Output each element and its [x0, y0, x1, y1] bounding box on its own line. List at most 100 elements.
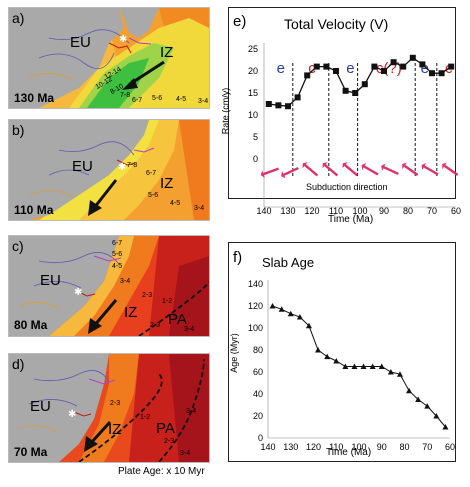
velocity-xtick-label: 60 [451, 206, 461, 216]
velocity-data-point [371, 63, 378, 70]
map-b-plate-iz: IZ [160, 175, 174, 192]
slab-series-line [272, 305, 446, 428]
map-d-plate-pa: PA [156, 420, 175, 437]
velocity-xtick-label: 120 [304, 206, 319, 216]
map-b-plate-eu: EU [72, 158, 93, 175]
velocity-title: Total Velocity (V) [284, 16, 389, 32]
slab-data-point [387, 369, 394, 375]
velocity-xtick-label: 90 [379, 206, 389, 216]
velocity-xlabel: Time (Ma) [328, 214, 374, 225]
map-b-age: 110 Ma [14, 203, 54, 217]
map-c-contour-label: 2-3 [150, 322, 161, 329]
map-d-site-star: ✱ [68, 409, 77, 420]
velocity-data-point [429, 70, 435, 77]
slab-ytick-label: 60 [253, 367, 263, 377]
map-d-motion-arrow [84, 420, 112, 452]
velocity-ytick-label: 15 [248, 88, 258, 98]
slab-data-point [415, 396, 422, 402]
map-d-age: 70 Ma [14, 445, 48, 459]
velocity-xtick-label: 80 [403, 206, 413, 216]
map-d-contour-label: 1-2 [140, 414, 151, 421]
velocity-regime-label: e [277, 60, 285, 77]
map-a-contour-label: 4-5 [176, 96, 187, 103]
slab-panel [228, 242, 456, 462]
velocity-data-point [390, 59, 397, 66]
slab-xtick-label: 70 [422, 442, 432, 452]
slab-xtick-label: 130 [283, 442, 298, 452]
velocity-data-point [265, 101, 272, 107]
slab-xtick-label: 80 [399, 442, 409, 452]
velocity-data-point [419, 61, 426, 68]
subduction-arrow [283, 166, 299, 176]
slab-xtick-label: 100 [351, 442, 366, 452]
slab-panel-label: f) [233, 249, 243, 266]
velocity-xtick-label: 130 [280, 206, 295, 216]
map-a-age: 130 Ma [14, 91, 55, 105]
map-b-contour-label: 3-4 [194, 205, 205, 212]
map-d-contour-label: 3-4 [186, 408, 197, 415]
slab-xtick-label: 90 [377, 442, 387, 452]
map-b-site-star: ✱ [118, 162, 127, 173]
velocity-ytick-label: 10 [248, 110, 258, 120]
slab-data-point [360, 363, 367, 369]
map-c-contour-label: 4-5 [112, 263, 123, 270]
velocity-data-point [381, 68, 387, 74]
slab-xlabel: Time (Ma) [326, 447, 372, 458]
map-c-age: 80 Ma [14, 318, 48, 332]
subduction-arrow-head [442, 162, 447, 170]
velocity-data-point [323, 63, 330, 70]
slab-data-point [396, 371, 403, 377]
subduction-arrow-head [381, 163, 386, 171]
slab-data-point [287, 310, 294, 317]
map-c-contour-label: 1-2 [162, 298, 173, 305]
map-c-panel-label: c) [12, 238, 24, 254]
velocity-regime-label: e [346, 60, 354, 77]
slab-ytick-label: 120 [248, 301, 263, 311]
map-c-site-star: ✱ [74, 287, 83, 298]
velocity-data-point [285, 103, 291, 110]
velocity-ytick-label: 5 [253, 132, 258, 142]
slab-data-point [442, 424, 449, 430]
map-d-contour-label: 2-3 [110, 400, 121, 407]
subduction-arrow-head [322, 162, 328, 169]
subduction-arrow [263, 167, 279, 176]
subduction-arrow-head [260, 170, 265, 178]
velocity-data-point [352, 90, 359, 96]
velocity-xtick-label: 70 [427, 206, 437, 216]
slab-data-point [315, 347, 322, 353]
slab-data-point [406, 387, 413, 394]
map-d-contour-label: 3-4 [180, 450, 191, 457]
slab-ytick-label: 80 [253, 345, 263, 355]
map-c-plate-iz: IZ [124, 304, 138, 321]
map-d-plate-iz: IZ [108, 421, 122, 438]
slab-data-point [296, 314, 303, 320]
velocity-ytick-label: 0 [253, 154, 258, 164]
slab-data-point [424, 403, 431, 409]
slab-data-point [351, 363, 358, 369]
velocity-data-point [438, 70, 445, 77]
slab-ytick-label: 40 [253, 389, 263, 399]
map-d-plate-eu: EU [30, 398, 51, 415]
slab-data-point [333, 358, 340, 364]
map-a-contour-label: 3-4 [198, 98, 209, 105]
slab-data-point [378, 363, 385, 369]
velocity-data-point [304, 72, 311, 79]
map-c-plate-pa: PA [168, 311, 187, 328]
slab-data-point [269, 303, 276, 309]
subduction-arrow-head [281, 171, 286, 179]
subduction-arrow-head [342, 162, 348, 169]
subduction-arrow [423, 165, 439, 176]
map-b-contour-label: 4-5 [170, 200, 181, 207]
map-c-contour-label: 3-4 [120, 278, 131, 285]
subduction-arrow [403, 164, 419, 176]
velocity-data-point [400, 63, 407, 70]
slab-chart: 0 20 40 60 80 100 120 140 140 130 120 110 100 90 80 70 6… [248, 279, 455, 452]
map-a-site-star: ✱ [119, 34, 128, 45]
subduction-arrow [344, 164, 359, 177]
map-d-panel-label: d) [12, 356, 25, 372]
map-c-contour-label: 3-4 [184, 326, 195, 333]
map-b-contour-label: 6-7 [146, 170, 157, 177]
subduction-arrow [383, 166, 399, 176]
slab-data-point [342, 363, 349, 369]
